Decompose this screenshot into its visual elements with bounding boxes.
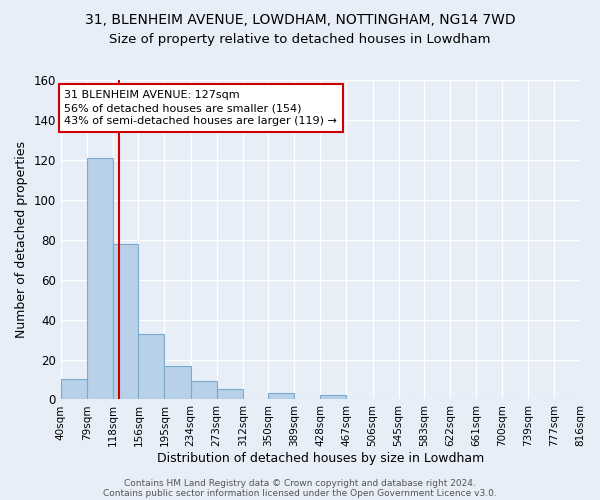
- Text: Contains public sector information licensed under the Open Government Licence v3: Contains public sector information licen…: [103, 488, 497, 498]
- Bar: [113, 244, 139, 400]
- Bar: [139, 334, 164, 400]
- Y-axis label: Number of detached properties: Number of detached properties: [15, 141, 28, 338]
- Bar: [164, 366, 191, 400]
- X-axis label: Distribution of detached houses by size in Lowdham: Distribution of detached houses by size …: [157, 452, 484, 465]
- Bar: [191, 382, 217, 400]
- Text: 31 BLENHEIM AVENUE: 127sqm
56% of detached houses are smaller (154)
43% of semi-: 31 BLENHEIM AVENUE: 127sqm 56% of detach…: [64, 90, 337, 126]
- Text: Contains HM Land Registry data © Crown copyright and database right 2024.: Contains HM Land Registry data © Crown c…: [124, 478, 476, 488]
- Bar: [320, 396, 346, 400]
- Bar: [87, 158, 113, 400]
- Text: Size of property relative to detached houses in Lowdham: Size of property relative to detached ho…: [109, 32, 491, 46]
- Bar: [268, 394, 295, 400]
- Bar: [61, 380, 87, 400]
- Bar: [217, 390, 243, 400]
- Text: 31, BLENHEIM AVENUE, LOWDHAM, NOTTINGHAM, NG14 7WD: 31, BLENHEIM AVENUE, LOWDHAM, NOTTINGHAM…: [85, 12, 515, 26]
